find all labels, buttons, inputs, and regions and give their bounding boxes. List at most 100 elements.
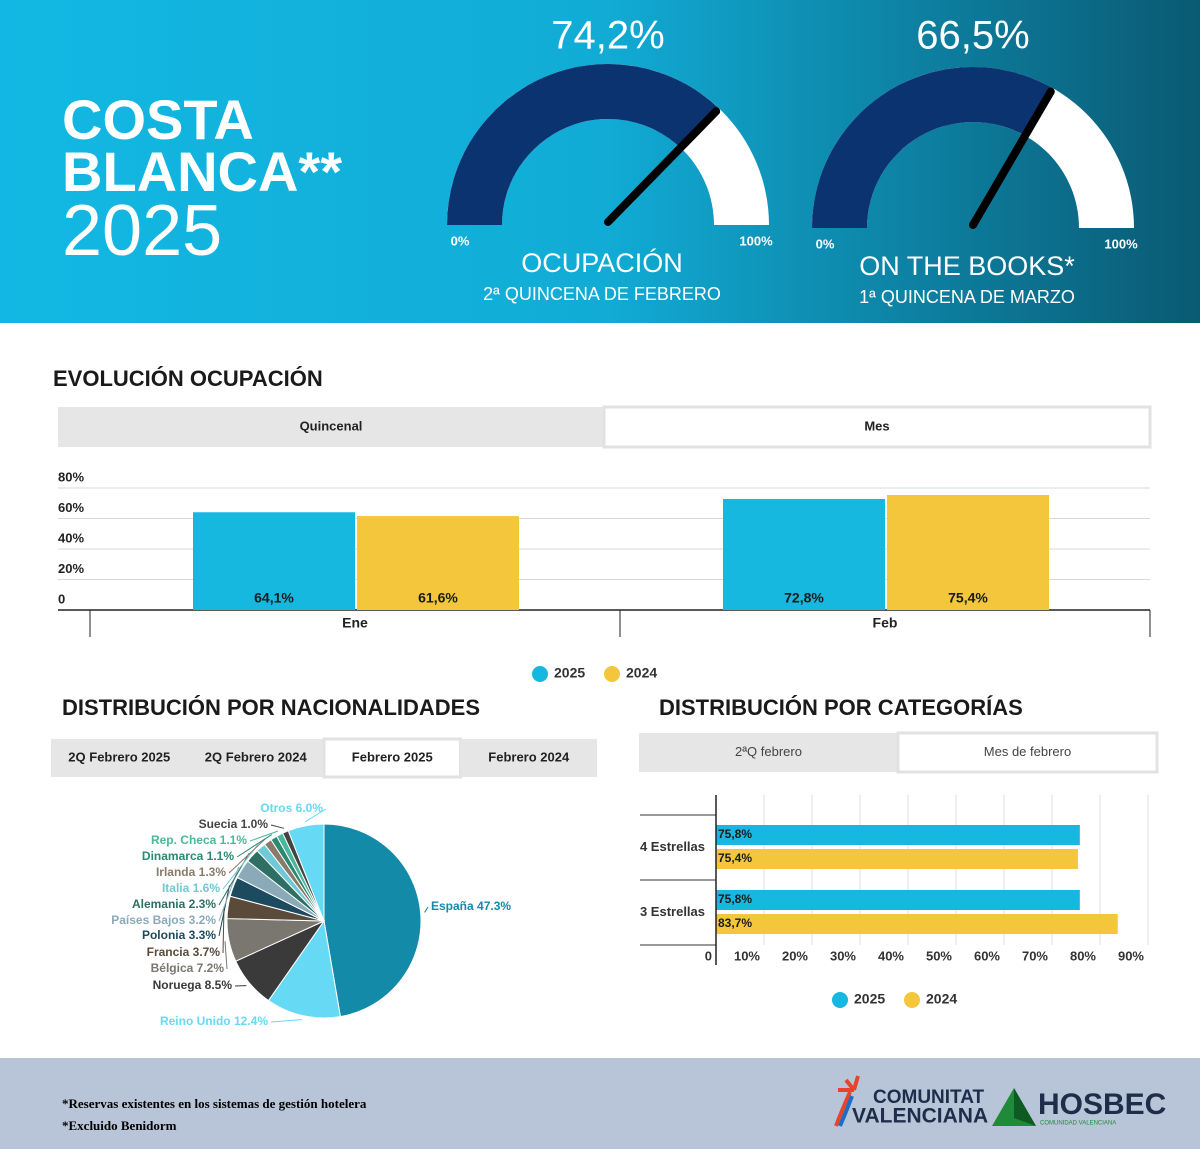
gauge-fill — [447, 63, 719, 225]
pie-label: Reino Unido 12.4% — [160, 1014, 268, 1028]
gauge-subtitle: 2ª QUINCENA DE FEBRERO — [483, 284, 721, 304]
x-tick-label: 10% — [734, 948, 760, 963]
tab-label[interactable]: Quincenal — [300, 418, 363, 433]
logo-icon — [838, 1095, 854, 1127]
pie-label-value: 1.1% — [207, 849, 235, 863]
pie-label: Dinamarca 1.1% — [142, 849, 234, 863]
pie-label-name: Dinamarca — [142, 849, 204, 863]
tab[interactable] — [460, 739, 598, 777]
tab[interactable] — [322, 737, 462, 779]
footer-note: *Excluido Benidorm — [62, 1118, 177, 1133]
pie-label-value: 3.7% — [193, 945, 221, 959]
tab[interactable] — [639, 733, 898, 772]
bar — [716, 825, 1080, 845]
pie-label: Bélgica 7.2% — [151, 961, 225, 975]
pie-label-name: España — [431, 899, 474, 913]
pie-label-value: 12.4% — [234, 1014, 268, 1028]
tab-label[interactable]: 2Q Febrero 2025 — [68, 749, 170, 764]
gauge-value: 66,5% — [916, 14, 1029, 58]
x-tick-label: 80% — [1070, 948, 1096, 963]
pie-label-name: Francia — [147, 945, 190, 959]
y-tick-label: 3 Estrellas — [640, 904, 705, 919]
bar — [193, 512, 355, 610]
leader-line — [270, 1019, 303, 1023]
gauge-title: OCUPACIÓN — [521, 247, 683, 278]
pie-label-value: 3.2% — [189, 913, 217, 927]
tab-label[interactable]: Mes de febrero — [984, 744, 1071, 759]
pie-label-name: Países Bajos — [111, 913, 185, 927]
pie-label: España 47.3% — [431, 899, 511, 913]
logo-icon — [1014, 1088, 1036, 1126]
tab-label[interactable]: Febrero 2025 — [352, 749, 433, 764]
tab-label[interactable]: Mes — [864, 418, 889, 433]
leader-line — [222, 844, 259, 890]
leader-line — [228, 838, 266, 874]
tab[interactable] — [58, 407, 604, 447]
pie-label-name: Otros — [260, 801, 292, 815]
leader-line — [218, 885, 231, 937]
pie-slice — [287, 823, 325, 922]
logo-icon — [834, 1075, 860, 1127]
pie-label: Países Bajos 3.2% — [111, 913, 216, 927]
x-tick-label: 20% — [782, 948, 808, 963]
tab[interactable] — [187, 739, 325, 777]
pie-label-value: 1.1% — [220, 833, 248, 847]
header-background — [0, 0, 1200, 323]
header-title: COSTA — [62, 88, 254, 151]
section-title: EVOLUCIÓN OCUPACIÓN — [53, 366, 323, 391]
pie-label-name: Alemania — [132, 897, 186, 911]
legend-label: 2025 — [554, 665, 585, 681]
legend-label: 2025 — [854, 991, 885, 1007]
y-tick-label: 4 Estrellas — [640, 839, 705, 854]
bar-value-label: 72,8% — [784, 590, 824, 606]
bar — [357, 516, 519, 610]
gauge-needle — [969, 87, 1055, 229]
logo-hosbec: HOSBEC COMUNIDAD VALENCIANA — [992, 1088, 1166, 1127]
pie-label-value: 3.3% — [189, 928, 217, 942]
pie-label: Polonia 3.3% — [142, 928, 216, 942]
y-tick-label: 40% — [58, 530, 84, 545]
tab-label[interactable]: 2Q Febrero 2024 — [205, 749, 308, 764]
bar — [716, 849, 1078, 869]
bar-value-label: 83,7% — [718, 916, 752, 930]
y-tick-label: 60% — [58, 500, 84, 515]
logo-tagline: COMUNIDAD VALENCIANA — [1040, 1121, 1116, 1127]
gauge-subtitle: 1ª QUINCENA DE MARZO — [859, 287, 1075, 307]
pie-label: Francia 3.7% — [147, 945, 221, 959]
pie-label-name: Rep. Checa — [151, 833, 217, 847]
bar — [716, 914, 1118, 934]
pie-label: Suecia 1.0% — [199, 817, 269, 831]
pie-label: Otros 6.0% — [260, 801, 323, 815]
pie-label: Rep. Checa 1.1% — [151, 833, 247, 847]
footer-note: *Reservas existentes en los sistemas de … — [62, 1096, 367, 1111]
tab[interactable] — [896, 731, 1159, 774]
pie-label-name: Noruega — [153, 978, 202, 992]
tab[interactable] — [602, 405, 1152, 449]
pie-label-name: Italia — [162, 881, 190, 895]
pie-label-value: 7.2% — [197, 961, 225, 975]
x-tick-label: 0 — [705, 948, 712, 963]
legend-swatch — [532, 666, 548, 682]
bar — [887, 495, 1049, 610]
pie-label-name: Polonia — [142, 928, 186, 942]
x-tick-label: 30% — [830, 948, 856, 963]
logo-text: VALENCIANA — [852, 1105, 988, 1128]
x-tick-label: 50% — [926, 948, 952, 963]
y-tick-label: 20% — [58, 561, 84, 576]
tab-label[interactable]: Febrero 2024 — [488, 749, 570, 764]
gauge-tick-label: 0% — [451, 233, 470, 248]
gauge-tick-label: 100% — [1104, 236, 1138, 251]
gauge-fill — [812, 67, 1053, 228]
legend-label: 2024 — [626, 665, 657, 681]
pie-label: Italia 1.6% — [162, 881, 220, 895]
x-tick-label: Ene — [342, 615, 368, 631]
tab-label[interactable]: 2ªQ febrero — [735, 744, 802, 759]
tab[interactable] — [51, 739, 188, 777]
pie-label-name: Bélgica — [151, 961, 194, 975]
legend-swatch — [904, 992, 920, 1008]
pie-label-value: 8.5% — [205, 978, 233, 992]
pie-label: Irlanda 1.3% — [156, 865, 226, 879]
y-tick-label: 80% — [58, 469, 84, 484]
header-title: 2025 — [62, 191, 222, 271]
gauge-tick-label: 0% — [816, 236, 835, 251]
